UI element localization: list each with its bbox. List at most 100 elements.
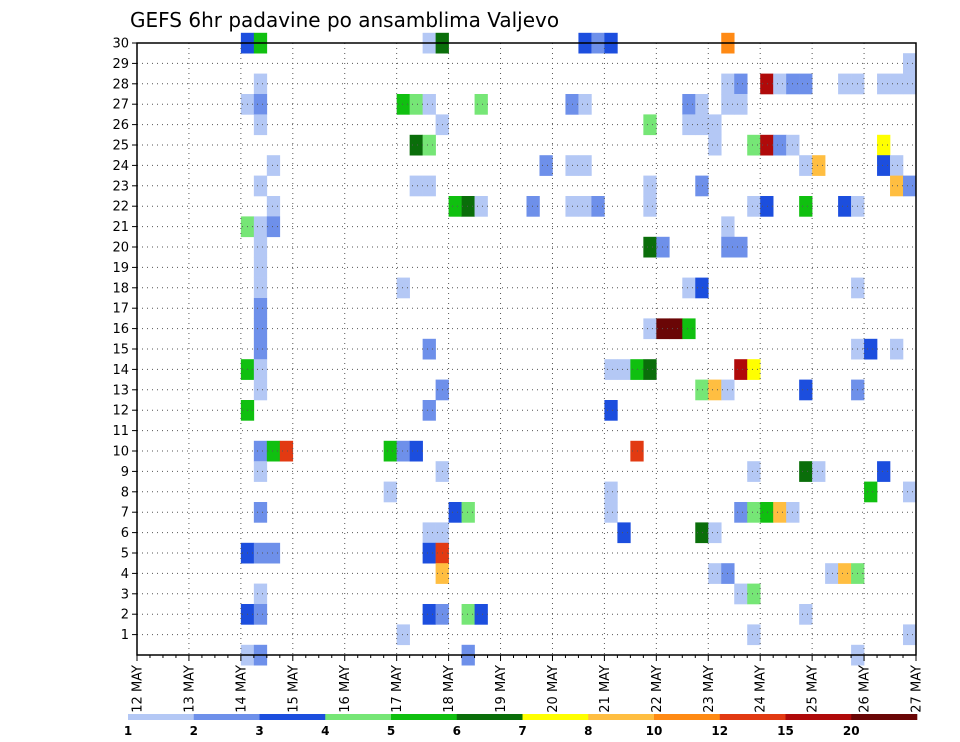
colorbar-label: 15 [777, 724, 794, 738]
colorbar-swatch [128, 714, 195, 720]
heatmap-cell [773, 134, 787, 156]
x-tick-label: 14 MAY [234, 665, 249, 713]
heatmap-cell [448, 502, 462, 523]
heatmap-cell [695, 522, 709, 544]
heatmap-cell [253, 257, 268, 278]
y-tick-label: 3 [121, 587, 129, 602]
heatmap-cell [877, 73, 891, 95]
y-tick-label: 20 [112, 241, 129, 256]
heatmap-cell [617, 522, 631, 544]
heatmap-cell [695, 114, 709, 136]
heatmap-cell [253, 461, 268, 482]
y-tick-label: 29 [112, 57, 129, 72]
heatmap-cell [890, 338, 904, 360]
heatmap-cell [266, 155, 281, 176]
y-tick-label: 9 [121, 465, 129, 480]
heatmap-cell [422, 134, 436, 156]
heatmap-cell [461, 502, 475, 523]
heatmap-cell [760, 73, 774, 95]
heatmap-cell [422, 175, 436, 197]
heatmap-cell [643, 175, 657, 197]
heatmap-cell [266, 216, 281, 238]
y-tick-label: 8 [121, 485, 129, 500]
heatmap-cell [773, 502, 787, 523]
y-tick-label: 26 [112, 118, 129, 133]
colorbar-swatch [654, 714, 721, 720]
colorbar-swatch [588, 714, 655, 720]
heatmap-cell [708, 134, 722, 156]
x-axis: 12 MAY 13 MAY 14 MAY 15 MAY 16 MAY 17 MAY 18 M… [131, 655, 925, 713]
heatmap-cell [799, 73, 813, 95]
heatmap-cell [903, 53, 917, 74]
heatmap-cell [747, 461, 761, 482]
heatmap-cell [903, 624, 917, 646]
x-tick-label: 15 MAY [286, 665, 301, 713]
heatmap-cell [253, 359, 268, 380]
colorbar-swatch [193, 714, 260, 720]
x-tick-label: 24 MAY [754, 665, 769, 713]
y-tick-label: 24 [112, 159, 129, 174]
colorbar-swatch [719, 714, 786, 720]
colorbar-label: 3 [255, 724, 263, 738]
y-tick-label: 15 [112, 343, 129, 358]
x-tick-label: 21 MAY [598, 665, 613, 713]
heatmap-cell [890, 155, 904, 176]
heatmap-cell [669, 318, 683, 340]
heatmap-cell [578, 94, 592, 115]
heatmap-cell [383, 481, 397, 503]
heatmap-cell [838, 73, 852, 95]
heatmap-cell [422, 94, 436, 115]
heatmap-cell [760, 502, 774, 523]
heatmap-cell [266, 440, 281, 462]
heatmap-cell [474, 196, 488, 217]
x-tick-label: 25 MAY [806, 665, 821, 713]
heatmap-cell [695, 277, 709, 299]
heatmap-cell [799, 155, 813, 176]
heatmap-cell [838, 563, 852, 584]
heatmap-cell [695, 379, 709, 401]
y-tick-label: 1 [121, 628, 129, 643]
heatmap-cell [643, 236, 657, 258]
heatmap-cell [747, 502, 761, 523]
y-tick-label: 18 [112, 281, 129, 296]
heatmap-cell [422, 542, 436, 564]
x-tick-label: 20 MAY [546, 665, 561, 713]
colorbar-label: 20 [843, 724, 860, 738]
heatmap-cell [396, 624, 410, 646]
y-tick-label: 2 [121, 608, 129, 623]
heatmap-cell [760, 134, 774, 156]
colorbar-swatch [456, 714, 523, 720]
y-tick-label: 25 [112, 139, 129, 154]
heatmap-cell [253, 542, 268, 564]
heatmap-cell [578, 196, 592, 217]
x-tick-label: 26 MAY [858, 665, 873, 713]
heatmap-cell [604, 359, 618, 380]
heatmap-cell [734, 359, 748, 380]
x-tick-label: 19 MAY [494, 665, 509, 713]
heatmap-cell [409, 440, 423, 462]
colorbar-swatch [851, 714, 918, 720]
heatmap-cell [253, 604, 268, 625]
chart-title: GEFS 6hr padavine po ansamblima Valjevo [130, 8, 559, 32]
y-axis: 1234567891011121314151617181920212223242… [112, 37, 137, 643]
heatmap-cell [643, 318, 657, 340]
heatmap-cell [695, 175, 709, 197]
y-tick-label: 28 [112, 77, 129, 92]
heatmap-cell [461, 604, 475, 625]
heatmap-cell [422, 400, 436, 421]
heatmap-cell [253, 94, 268, 115]
heatmap-cell [474, 94, 488, 115]
heatmap-cell [604, 502, 618, 523]
heatmap-cell [422, 604, 436, 625]
y-tick-label: 4 [121, 567, 129, 582]
heatmap-cell [903, 481, 917, 503]
heatmap-cell [279, 440, 294, 462]
colorbar-label: 2 [190, 724, 198, 738]
heatmap-cell [812, 155, 826, 176]
y-tick-label: 13 [112, 383, 129, 398]
y-tick-label: 14 [112, 363, 129, 378]
heatmap-cell [253, 298, 268, 319]
y-tick-label: 5 [121, 547, 129, 562]
heatmap-cell [461, 196, 475, 217]
